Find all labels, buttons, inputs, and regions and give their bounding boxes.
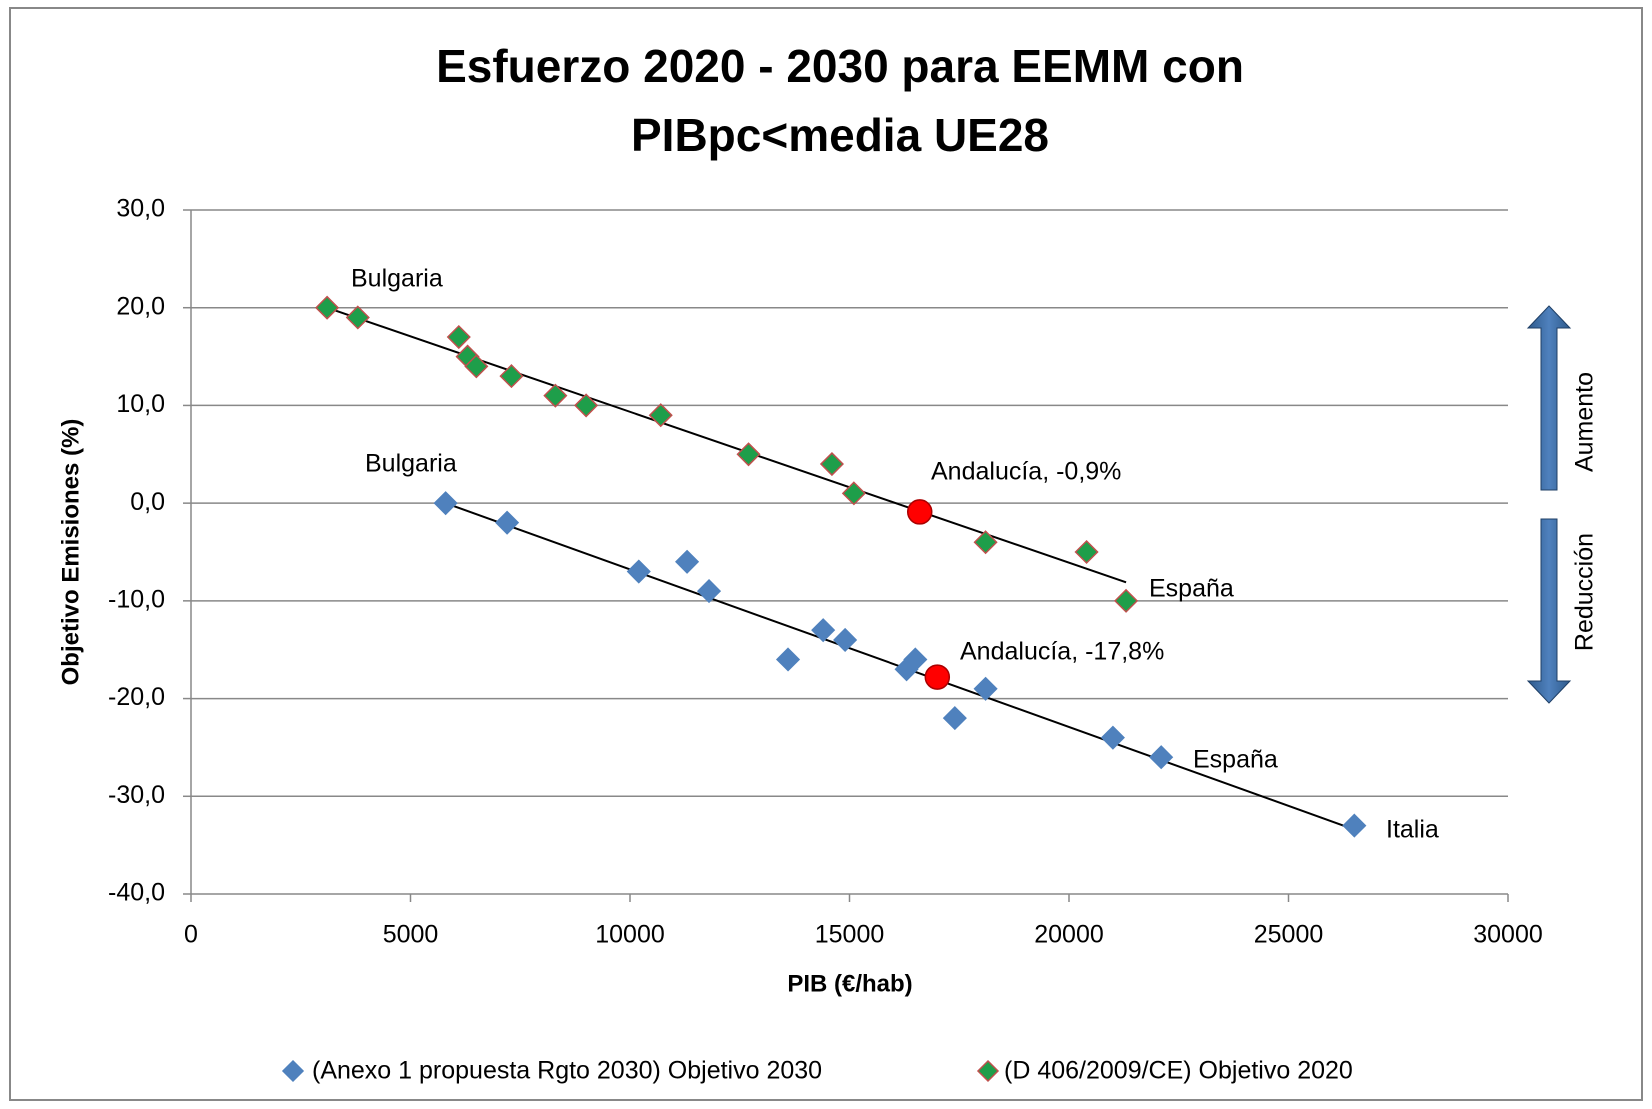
annotation: Italia — [1386, 816, 1439, 844]
point — [675, 549, 700, 574]
point — [543, 383, 568, 408]
highlight-point — [906, 499, 933, 525]
side-label: Reducción — [1571, 533, 1599, 651]
y-tick-label: -20,0 — [108, 683, 165, 711]
y-axis-label: Objetivo Emisiones (%) — [57, 419, 84, 686]
point — [446, 324, 471, 350]
y-tick-label: 20,0 — [116, 292, 165, 320]
x-tick-label: 5000 — [383, 921, 439, 949]
point — [495, 510, 520, 535]
annotation: Bulgaria — [365, 450, 457, 478]
x-axis-label: PIB (€/hab) — [787, 970, 912, 997]
x-tick-label: 25000 — [1254, 921, 1324, 949]
y-tick-label: 0,0 — [130, 488, 165, 516]
legend-marker — [976, 1059, 1000, 1083]
point — [1100, 725, 1125, 750]
point — [833, 627, 858, 653]
y-tick-label: -30,0 — [108, 781, 165, 809]
point — [499, 364, 524, 389]
point — [626, 559, 651, 584]
point — [811, 618, 836, 643]
point — [315, 295, 340, 320]
chart-border — [9, 7, 1643, 1101]
y-tick-label: -10,0 — [108, 585, 165, 613]
x-tick-label: 30000 — [1473, 921, 1543, 949]
point — [903, 647, 928, 672]
legend-label: (D 406/2009/CE) Objetivo 2020 — [1004, 1057, 1353, 1085]
point — [973, 676, 998, 701]
point — [648, 403, 673, 428]
x-tick-label: 15000 — [815, 921, 885, 949]
chart-title: PIBpc<media UE28 — [631, 109, 1049, 161]
point — [1342, 813, 1367, 838]
point — [464, 354, 489, 379]
y-tick-label: 10,0 — [116, 390, 165, 418]
x-tick-label: 20000 — [1034, 921, 1104, 949]
point — [345, 305, 370, 330]
data-label: Andalucía, -17,8% — [960, 638, 1164, 666]
point — [696, 579, 722, 604]
data-label: Andalucía, -0,9% — [931, 458, 1121, 486]
point — [973, 530, 998, 555]
annotation: Bulgaria — [351, 265, 443, 293]
annotation: España — [1149, 575, 1234, 603]
legend-label: (Anexo 1 propuesta Rgto 2030) Objetivo 2… — [312, 1057, 822, 1085]
point — [1074, 539, 1099, 565]
chart-title: Esfuerzo 2020 - 2030 para EEMM con — [436, 40, 1244, 92]
point — [942, 706, 967, 731]
down-arrow — [1526, 518, 1572, 704]
point — [819, 451, 845, 477]
up-arrow — [1526, 305, 1572, 491]
point — [1114, 588, 1139, 613]
highlight-point — [924, 664, 951, 690]
annotation: España — [1193, 746, 1278, 774]
point — [841, 481, 866, 506]
x-tick-label: 10000 — [595, 921, 665, 949]
y-tick-label: -40,0 — [108, 879, 165, 907]
point — [433, 491, 458, 516]
point — [736, 442, 761, 467]
legend-marker — [281, 1059, 305, 1083]
side-label: Aumento — [1571, 372, 1599, 472]
x-tick-label: 0 — [184, 921, 198, 949]
point — [1149, 745, 1174, 770]
point — [574, 393, 599, 418]
point — [775, 647, 801, 672]
y-tick-label: 30,0 — [116, 195, 165, 223]
